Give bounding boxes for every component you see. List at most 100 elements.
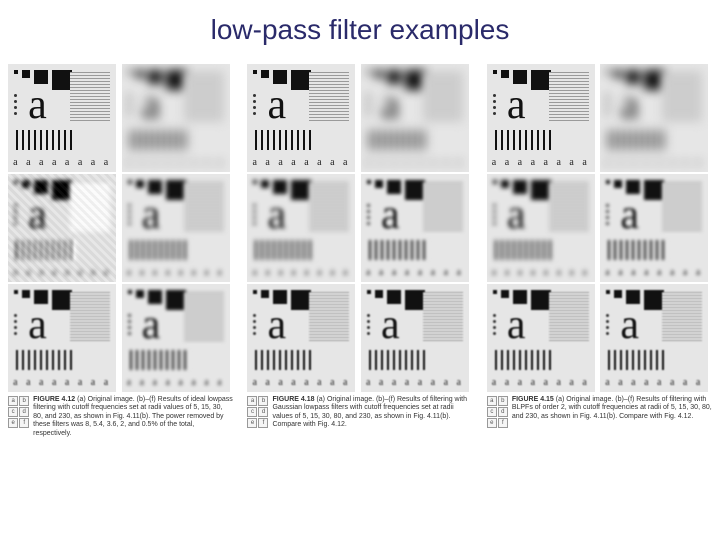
- test-pattern-cell: a a a a a a a a a: [122, 174, 230, 282]
- caption-matrix-cell: b: [258, 396, 268, 406]
- test-pattern-cell: a a a a a a a a a: [8, 284, 116, 392]
- dot-column: [14, 314, 26, 344]
- caption-text-gaussian: FIGURE 4.18 (a) Original image. (b)–(f) …: [272, 396, 472, 430]
- small-a-row: a a a a a a a a: [361, 267, 469, 278]
- paragraph-block: [549, 292, 589, 342]
- small-a-row: a a a a a a a a: [600, 377, 708, 388]
- test-pattern-cell: aa a a a a a a a: [8, 174, 116, 282]
- vertical-bars: [16, 350, 76, 370]
- vertical-bars: [608, 350, 668, 370]
- slide-title: low-pass filter examples: [0, 0, 720, 64]
- paragraph-block: [70, 182, 110, 232]
- caption-ideal: abcdef FIGURE 4.12 (a) Original image. (…: [8, 396, 233, 438]
- large-letter-a: a: [142, 304, 161, 346]
- vertical-bars: [608, 240, 668, 260]
- test-pattern-cell: a a a a a a a a a: [487, 284, 595, 392]
- panels-row: a a a a a a a a a a a a a a a a a a a a a a a…: [0, 64, 720, 438]
- caption-matrix-cell: e: [247, 418, 257, 428]
- dot-column: [606, 314, 618, 344]
- small-a-row: a a a a a a a a: [600, 157, 708, 168]
- dot-column: [253, 94, 265, 124]
- vertical-bars: [369, 130, 429, 150]
- caption-matrix-cell: f: [19, 418, 29, 428]
- caption-matrix-cell: b: [498, 396, 508, 406]
- grid-ideal: a a a a a a a a a a a a a a a a a a a a a a a…: [8, 64, 233, 392]
- large-letter-a: a: [381, 194, 400, 236]
- small-a-row: a a a a a a a a: [247, 157, 355, 168]
- vertical-bars: [255, 130, 315, 150]
- paragraph-block: [184, 72, 224, 122]
- dot-column: [367, 204, 379, 234]
- dot-column: [367, 94, 379, 124]
- large-letter-a: a: [28, 304, 47, 346]
- caption-matrix-cell: b: [19, 396, 29, 406]
- caption-matrix-cell: a: [8, 396, 18, 406]
- vertical-bars: [369, 240, 429, 260]
- small-a-row: a a a a a a a a: [122, 267, 230, 278]
- test-pattern-cell: aa a a a a a a a: [487, 174, 595, 282]
- caption-gaussian: abcdef FIGURE 4.18 (a) Original image. (…: [247, 396, 472, 430]
- caption-fig-gaussian: FIGURE 4.18: [272, 396, 314, 403]
- test-pattern-cell: aa a a a a a a a: [361, 64, 469, 172]
- caption-matrix-cell: c: [247, 407, 257, 417]
- vertical-bars: [608, 130, 668, 150]
- paragraph-block: [309, 292, 349, 342]
- test-pattern-cell: aa a a a a a a a: [122, 284, 230, 392]
- large-letter-a: a: [267, 194, 286, 236]
- large-letter-a: a: [142, 194, 161, 236]
- paragraph-block: [309, 72, 349, 122]
- caption-matrix-cell: c: [487, 407, 497, 417]
- caption-matrix-gaussian: abcdef: [247, 396, 268, 428]
- dot-column: [128, 94, 140, 124]
- dot-column: [606, 94, 618, 124]
- paragraph-block: [662, 292, 702, 342]
- grid-gaussian: a a a a a a a a a a a a a a a a a a a a a a a…: [247, 64, 472, 392]
- test-pattern-cell: a a a a a a a a a: [600, 64, 708, 172]
- caption-matrix-cell: e: [487, 418, 497, 428]
- small-a-row: a a a a a a a a: [361, 157, 469, 168]
- large-letter-a: a: [142, 84, 161, 126]
- test-pattern-cell: aa a a a a a a a: [487, 64, 595, 172]
- caption-matrix-cell: d: [19, 407, 29, 417]
- paragraph-block: [423, 292, 463, 342]
- paragraph-block: [70, 292, 110, 342]
- paragraph-block: [184, 182, 224, 232]
- caption-fig-butterworth: FIGURE 4.15: [512, 396, 554, 403]
- large-letter-a: a: [267, 84, 286, 126]
- caption-text-ideal: FIGURE 4.12 (a) Original image. (b)–(f) …: [33, 396, 233, 438]
- small-a-row: a a a a a a a a: [8, 267, 116, 278]
- dot-column: [14, 94, 26, 124]
- test-pattern-cell: aa a a a a a a a: [247, 174, 355, 282]
- dot-column: [128, 204, 140, 234]
- small-a-row: a a a a a a a a: [487, 377, 595, 388]
- small-a-row: a a a a a a a a: [8, 377, 116, 388]
- vertical-bars: [130, 130, 190, 150]
- dot-column: [253, 204, 265, 234]
- large-letter-a: a: [507, 304, 526, 346]
- test-pattern-cell: aa a a a a a a a: [361, 284, 469, 392]
- paragraph-block: [549, 72, 589, 122]
- vertical-bars: [495, 350, 555, 370]
- large-letter-a: a: [620, 84, 639, 126]
- panel-butterworth: a a a a a a a a a a a a a a a a a a a a a a a…: [487, 64, 712, 428]
- small-a-row: a a a a a a a a: [600, 267, 708, 278]
- paragraph-block: [184, 292, 224, 342]
- vertical-bars: [495, 240, 555, 260]
- large-letter-a: a: [507, 194, 526, 236]
- vertical-bars: [255, 350, 315, 370]
- test-pattern-cell: aa a a a a a a a: [247, 284, 355, 392]
- paragraph-block: [662, 72, 702, 122]
- panel-gaussian: a a a a a a a a a a a a a a a a a a a a a a a…: [247, 64, 472, 430]
- test-pattern-cell: a a a a a a a a a: [247, 64, 355, 172]
- caption-matrix-butterworth: abcdef: [487, 396, 508, 428]
- large-letter-a: a: [381, 304, 400, 346]
- test-pattern-cell: a a a a a a a a a: [361, 174, 469, 282]
- vertical-bars: [369, 350, 429, 370]
- large-letter-a: a: [28, 84, 47, 126]
- caption-matrix-cell: c: [8, 407, 18, 417]
- caption-matrix-cell: d: [498, 407, 508, 417]
- paragraph-block: [423, 72, 463, 122]
- dot-column: [493, 204, 505, 234]
- paragraph-block: [662, 182, 702, 232]
- dot-column: [493, 314, 505, 344]
